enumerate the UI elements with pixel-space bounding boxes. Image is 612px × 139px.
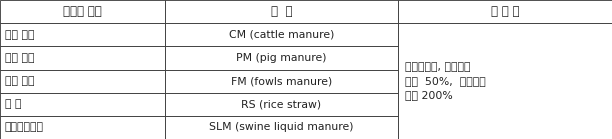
Text: CM (cattle manure): CM (cattle manure) [229, 30, 334, 40]
Bar [0, 46, 165, 70]
Text: 볯 짚: 볯 짚 [5, 99, 21, 109]
Bar [0, 23, 165, 46]
Bar [165, 93, 398, 116]
Bar [0, 70, 165, 93]
Text: 계분 퇴비: 계분 퇴비 [5, 76, 34, 86]
Text: 가축분뇨액비: 가축분뇨액비 [5, 122, 44, 132]
Bar [165, 46, 398, 70]
Text: RS (rice straw): RS (rice straw) [242, 99, 321, 109]
Text: SLM (swine liquid manure): SLM (swine liquid manure) [209, 122, 354, 132]
Text: 돈분 퇴비: 돈분 퇴비 [5, 53, 34, 63]
Text: 범  례: 범 례 [271, 5, 293, 18]
Bar [165, 116, 398, 139]
Bar [0, 93, 165, 116]
Bar [398, 23, 612, 139]
Text: PM (pig manure): PM (pig manure) [236, 53, 327, 63]
Bar [165, 70, 398, 93]
Bar [165, 0, 398, 23]
Bar [0, 0, 165, 23]
Text: 제 리 량: 제 리 량 [491, 5, 519, 18]
Bar [0, 116, 165, 139]
Text: FM (fowls manure): FM (fowls manure) [231, 76, 332, 86]
Bar [398, 0, 612, 23]
Bar [165, 23, 398, 46]
Text: 우분 퇴비: 우분 퇴비 [5, 30, 34, 40]
Text: 추천시용량, 추천시용
량의  50%,  추천시용
량의 200%: 추천시용량, 추천시용 량의 50%, 추천시용 량의 200% [405, 62, 486, 100]
Text: 유기물 종류: 유기물 종류 [63, 5, 102, 18]
